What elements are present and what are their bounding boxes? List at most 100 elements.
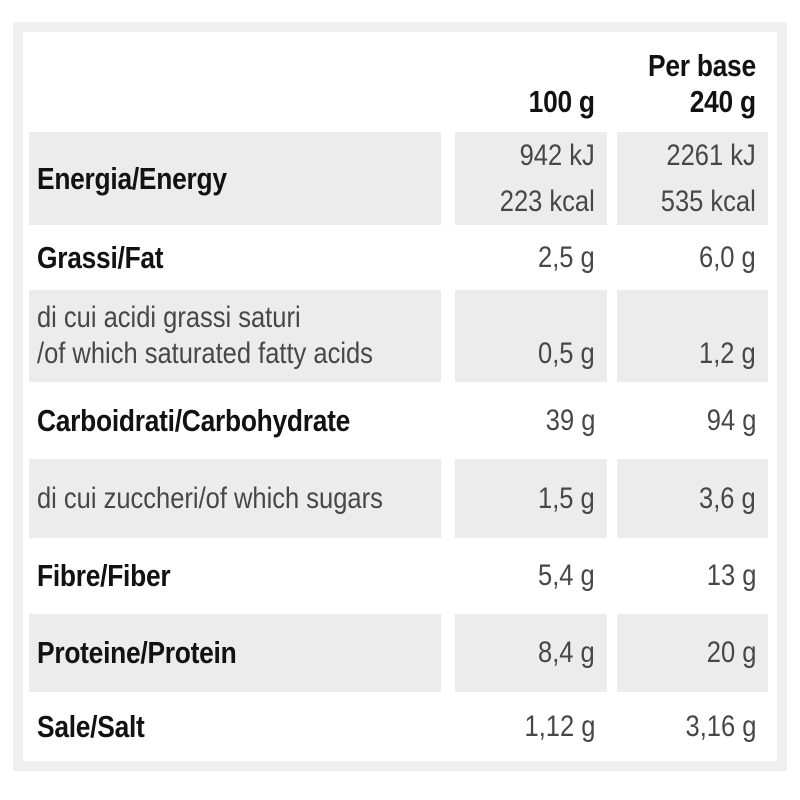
row-label: Proteine/Protein <box>37 635 237 671</box>
per-100g-line: 942 kJ <box>519 138 595 172</box>
row-label-cell: Sale/Salt <box>29 692 441 761</box>
header-per-base-cell: Per base 240 g <box>617 32 768 132</box>
row-label-cell: di cui zuccheri/of which sugars <box>29 459 441 538</box>
per-base-value: 3,6 g <box>699 481 756 517</box>
per-base-cell: 13 g <box>617 538 768 614</box>
per-100g-cell: 39 g <box>455 382 607 459</box>
per-base-value: 20 g <box>706 635 756 671</box>
per-100g-value: 8,4 g <box>538 635 595 671</box>
per-base-line: 535 kcal <box>661 184 756 218</box>
row-label-line: di cui acidi grassi saturi <box>37 301 301 334</box>
column-gap <box>607 459 617 538</box>
per-base-cell: 20 g <box>617 614 768 692</box>
column-gap <box>441 32 455 132</box>
row-label-line: Proteine/Protein <box>37 635 237 670</box>
row-label: Carboidrati/Carbohydrate <box>37 403 350 439</box>
table-row: Energia/Energy 942 kJ 223 kcal 2261 kJ 535… <box>29 132 768 225</box>
table-row: Sale/Salt 1,12 g 3,16 g <box>29 692 768 761</box>
header-per-base: Per base 240 g <box>648 48 756 120</box>
header-per-base-line2: 240 g <box>689 84 756 119</box>
per-100g-line: 1,5 g <box>538 481 595 515</box>
per-base-cell: 3,6 g <box>617 459 768 538</box>
column-gap <box>607 132 617 225</box>
column-gap <box>441 692 455 761</box>
per-base-value: 1,2 g <box>699 336 756 372</box>
table-row: Fibre/Fiber 5,4 g 13 g <box>29 538 768 614</box>
per-100g-value: 5,4 g <box>538 558 595 594</box>
per-base-cell: 6,0 g <box>617 225 768 290</box>
per-base-line: 20 g <box>706 636 756 669</box>
per-base-value: 2261 kJ 535 kcal <box>661 133 756 225</box>
column-gap <box>607 538 617 614</box>
column-gap <box>441 382 455 459</box>
per-base-value: 94 g <box>706 403 756 439</box>
column-gap <box>607 290 617 382</box>
table-row: di cui acidi grassi saturi/of which satu… <box>29 290 768 382</box>
per-100g-value: 2,5 g <box>538 240 595 276</box>
row-label-cell: Carboidrati/Carbohydrate <box>29 382 441 459</box>
per-100g-line: 0,5 g <box>538 337 595 370</box>
header-per-100g: 100 g <box>529 84 595 120</box>
per-base-line: 6,0 g <box>699 240 756 274</box>
per-base-value: 13 g <box>706 558 756 594</box>
column-gap <box>607 382 617 459</box>
row-label-cell: Proteine/Protein <box>29 614 441 692</box>
column-gap <box>441 614 455 692</box>
per-base-cell: 1,2 g <box>617 290 768 382</box>
row-label: Grassi/Fat <box>37 239 164 276</box>
table-row: Carboidrati/Carbohydrate 39 g 94 g <box>29 382 768 459</box>
column-gap <box>441 132 455 225</box>
row-label-line: Carboidrati/Carbohydrate <box>37 402 351 438</box>
row-label-cell: di cui acidi grassi saturi/of which satu… <box>29 290 441 382</box>
table-header-row: 100 g Per base 240 g <box>29 32 768 132</box>
per-100g-value: 0,5 g <box>538 336 595 372</box>
column-gap <box>441 225 455 290</box>
per-base-value: 6,0 g <box>699 240 756 276</box>
column-gap <box>607 614 617 692</box>
per-100g-cell: 0,5 g <box>455 290 607 382</box>
per-100g-cell: 5,4 g <box>455 538 607 614</box>
per-100g-line: 5,4 g <box>538 559 595 592</box>
per-100g-line: 2,5 g <box>538 240 595 274</box>
table-row: Grassi/Fat 2,5 g 6,0 g <box>29 225 768 290</box>
per-100g-cell: 2,5 g <box>455 225 607 290</box>
header-per-100g-text: 100 g <box>528 84 595 119</box>
per-100g-value: 1,5 g <box>538 481 595 517</box>
row-label-line: Fibre/Fiber <box>37 558 171 593</box>
row-label-cell: Grassi/Fat <box>29 225 441 290</box>
per-base-cell: 3,16 g <box>617 692 768 761</box>
per-base-line: 1,2 g <box>699 337 756 370</box>
row-label-line: Grassi/Fat <box>37 239 164 275</box>
per-100g-value: 942 kJ 223 kcal <box>500 133 595 225</box>
column-gap <box>441 538 455 614</box>
row-label-line: /of which saturated fatty acids <box>37 337 373 370</box>
row-label-line: Energia/Energy <box>37 160 227 196</box>
row-label-cell: Fibre/Fiber <box>29 538 441 614</box>
column-gap <box>441 290 455 382</box>
header-per-base-line1: Per base <box>648 48 756 83</box>
row-label: di cui zuccheri/of which sugars <box>37 481 383 517</box>
header-label-cell <box>29 32 441 132</box>
table-row: di cui zuccheri/of which sugars 1,5 g 3,… <box>29 459 768 538</box>
per-100g-cell: 1,12 g <box>455 692 607 761</box>
row-label: Energia/Energy <box>37 161 227 197</box>
per-100g-line: 39 g <box>545 403 595 437</box>
row-label-line: Sale/Salt <box>37 708 145 744</box>
row-label: Sale/Salt <box>37 709 145 745</box>
per-100g-cell: 8,4 g <box>455 614 607 692</box>
column-gap <box>607 225 617 290</box>
per-100g-cell: 942 kJ 223 kcal <box>455 132 607 225</box>
header-per-100g-cell: 100 g <box>455 32 607 132</box>
column-gap <box>607 692 617 761</box>
per-base-cell: 2261 kJ 535 kcal <box>617 132 768 225</box>
table-row: Proteine/Protein 8,4 g 20 g <box>29 614 768 692</box>
per-100g-value: 39 g <box>545 403 595 439</box>
per-base-line: 13 g <box>706 559 756 592</box>
per-base-value: 3,16 g <box>685 709 756 745</box>
per-100g-cell: 1,5 g <box>455 459 607 538</box>
per-100g-line: 1,12 g <box>524 709 595 743</box>
per-100g-value: 1,12 g <box>524 709 595 745</box>
per-base-cell: 94 g <box>617 382 768 459</box>
table-body: Energia/Energy 942 kJ 223 kcal 2261 kJ 535… <box>29 132 768 761</box>
row-label-cell: Energia/Energy <box>29 132 441 225</box>
